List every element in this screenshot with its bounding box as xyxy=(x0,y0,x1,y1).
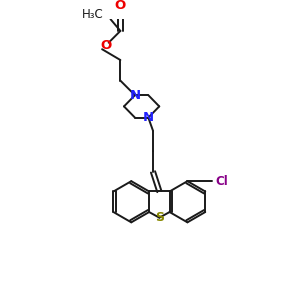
Text: N: N xyxy=(143,111,154,124)
Text: H₃C: H₃C xyxy=(82,8,104,21)
Text: Cl: Cl xyxy=(215,175,228,188)
Text: O: O xyxy=(100,39,112,52)
Text: O: O xyxy=(115,0,126,12)
Text: S: S xyxy=(155,211,164,224)
Text: N: N xyxy=(129,89,140,102)
